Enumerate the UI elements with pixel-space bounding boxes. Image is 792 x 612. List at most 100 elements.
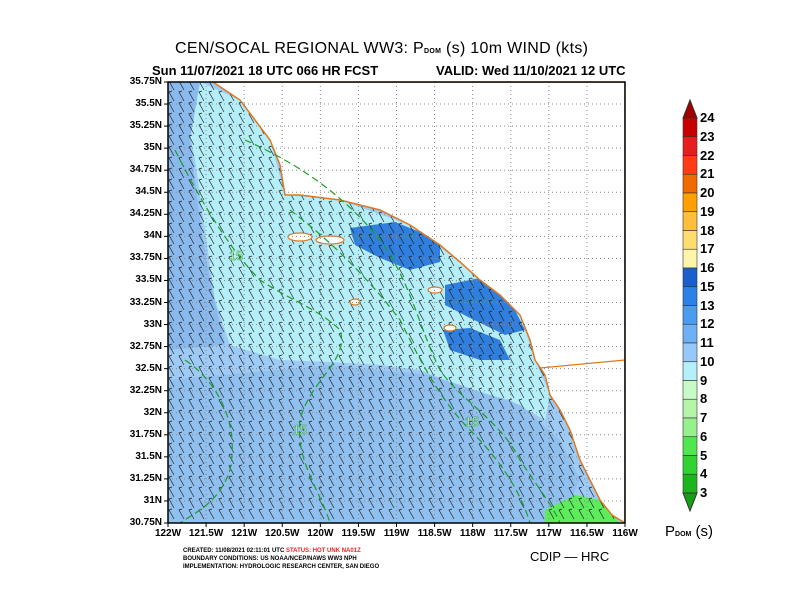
wind-barb bbox=[368, 343, 375, 355]
wind-barb bbox=[288, 200, 295, 212]
wind-barb bbox=[318, 486, 325, 498]
wind-barb bbox=[178, 123, 185, 135]
wind-barb bbox=[288, 266, 295, 278]
wind-barb bbox=[188, 288, 195, 300]
wind-barb bbox=[368, 376, 375, 388]
wind-barb bbox=[418, 464, 425, 476]
wind-barb bbox=[408, 321, 415, 333]
wind-barb bbox=[199, 82, 205, 91]
wind-barb bbox=[338, 365, 345, 377]
wind-barb bbox=[238, 464, 245, 476]
wind-barb bbox=[188, 244, 195, 256]
wind-barb bbox=[258, 365, 265, 377]
wind-barb bbox=[268, 508, 275, 520]
wind-barb bbox=[208, 409, 215, 421]
wind-barb bbox=[228, 222, 235, 234]
wind-barb bbox=[448, 299, 455, 311]
wind-barb bbox=[278, 277, 285, 289]
wind-barb bbox=[208, 497, 215, 509]
wind-barb bbox=[438, 332, 445, 344]
wind-barb bbox=[198, 167, 205, 179]
wind-barb bbox=[228, 167, 235, 179]
wind-barb bbox=[308, 332, 315, 344]
wind-barb bbox=[168, 464, 175, 476]
wind-barb bbox=[408, 233, 415, 245]
wind-barb bbox=[388, 299, 395, 311]
wind-barb bbox=[388, 321, 395, 333]
wind-barb bbox=[228, 365, 235, 377]
wind-barb bbox=[498, 321, 505, 333]
wind-barb bbox=[278, 409, 285, 421]
wind-barb bbox=[388, 310, 395, 322]
wind-barb bbox=[458, 277, 465, 289]
wind-barb bbox=[418, 398, 425, 410]
wind-barb bbox=[328, 453, 335, 465]
wind-barb bbox=[298, 299, 305, 311]
wind-barb bbox=[208, 486, 215, 498]
wind-barb bbox=[508, 332, 515, 344]
status-text: STATUS: HOT UNK NA01Z bbox=[285, 548, 361, 554]
wind-barb bbox=[328, 321, 335, 333]
wind-barb bbox=[438, 486, 445, 498]
wind-barb bbox=[228, 156, 235, 168]
wind-barb bbox=[258, 431, 265, 443]
wind-barb bbox=[378, 475, 385, 487]
wind-barb bbox=[188, 409, 195, 421]
wind-barb bbox=[208, 376, 215, 388]
wind-barb bbox=[508, 398, 515, 410]
wind-barb bbox=[248, 365, 255, 377]
wind-barb bbox=[278, 244, 285, 256]
wind-barb bbox=[198, 310, 205, 322]
wind-barb bbox=[288, 277, 295, 289]
wind-barb bbox=[168, 112, 175, 124]
wind-barb bbox=[318, 321, 325, 333]
wind-barb bbox=[198, 101, 205, 113]
wind-barb bbox=[358, 442, 365, 454]
wind-barb bbox=[208, 255, 215, 267]
wind-barb bbox=[178, 376, 185, 388]
wind-barb bbox=[308, 343, 315, 355]
wind-barb bbox=[338, 222, 345, 234]
wind-barb bbox=[388, 343, 395, 355]
wind-barb bbox=[278, 189, 285, 201]
colorbar-level: 6 bbox=[700, 428, 708, 444]
wind-barb bbox=[398, 288, 405, 300]
wind-barb bbox=[538, 376, 545, 388]
wind-barb bbox=[458, 453, 465, 465]
wind-barb bbox=[528, 398, 535, 410]
wind-barb bbox=[528, 376, 535, 388]
wind-barb bbox=[398, 299, 405, 311]
wind-barb bbox=[558, 431, 565, 443]
wind-barb bbox=[278, 453, 285, 465]
wind-barb bbox=[318, 420, 325, 432]
wind-barb bbox=[538, 420, 545, 432]
wind-barb bbox=[348, 442, 355, 454]
wind-barb bbox=[398, 486, 405, 498]
wind-barb bbox=[388, 387, 395, 399]
wind-barb bbox=[208, 189, 215, 201]
wind-barb bbox=[368, 387, 375, 399]
wind-barb bbox=[518, 486, 525, 498]
wind-barb bbox=[188, 343, 195, 355]
wind-barb bbox=[178, 112, 185, 124]
wind-barb bbox=[478, 420, 485, 432]
colorbar-level: 12 bbox=[700, 316, 715, 332]
wind-barb bbox=[408, 310, 415, 322]
wind-barb bbox=[438, 354, 445, 366]
wind-barb bbox=[428, 464, 435, 476]
wind-barb bbox=[268, 310, 275, 322]
wind-barb bbox=[428, 398, 435, 410]
wind-barb bbox=[378, 255, 385, 267]
wind-barb bbox=[508, 508, 515, 520]
wind-barb bbox=[388, 464, 395, 476]
wind-barb bbox=[168, 255, 175, 267]
wind-barb bbox=[328, 332, 335, 344]
wind-barb bbox=[198, 409, 205, 421]
wind-barb bbox=[428, 409, 435, 421]
wind-barb bbox=[188, 376, 195, 388]
wind-barb bbox=[298, 398, 305, 410]
wind-barb bbox=[398, 464, 405, 476]
wind-barb bbox=[188, 189, 195, 201]
wind-barb bbox=[218, 112, 225, 124]
wind-barb bbox=[168, 288, 175, 300]
